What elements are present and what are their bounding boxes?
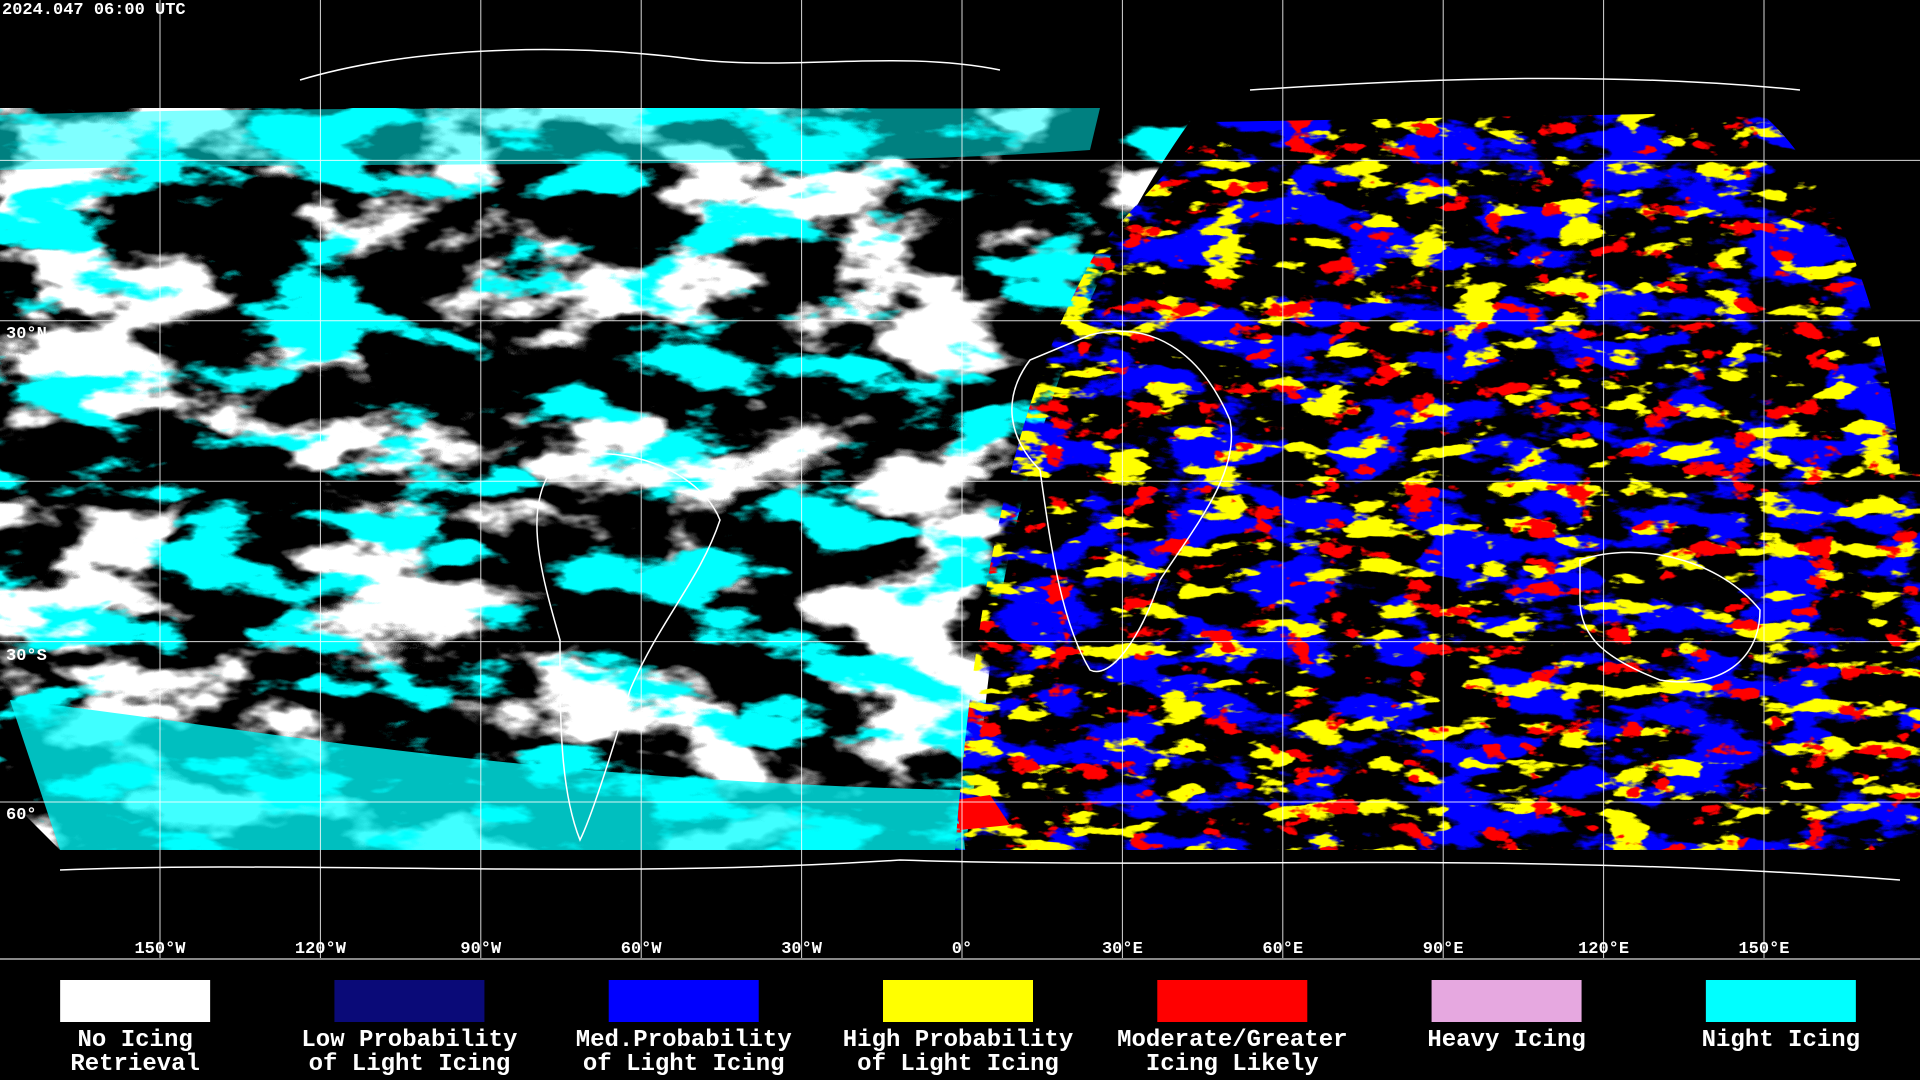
legend-swatch (608, 980, 759, 1022)
latitude-label: 30°S (6, 647, 47, 666)
longitude-label: 120°W (295, 940, 347, 959)
coast-africa (1011, 330, 1233, 673)
coastlines (59, 48, 1901, 881)
legend-label: of Light Icing (583, 1051, 785, 1078)
longitude-label: 150°E (1738, 940, 1789, 959)
latitude-label: 60° (6, 806, 37, 825)
legend-swatch (1431, 980, 1582, 1022)
legend-label: of Light Icing (309, 1051, 511, 1078)
legend-label: of Light Icing (857, 1051, 1059, 1078)
legend-label: Moderate/Greater (1117, 1027, 1347, 1054)
longitude-label: 30°E (1102, 940, 1143, 959)
legend-label: Heavy Icing (1427, 1027, 1585, 1054)
legend-swatch (883, 980, 1033, 1022)
axis-labels: 150°W 120°W 90°W 60°W 30°W 0° 30°E 60°E 90°E 120°… (6, 325, 1790, 959)
red-patch (955, 795, 1010, 830)
night-clouds (0, 108, 1200, 850)
legend-swatch (334, 980, 485, 1022)
coast-antarctica (59, 859, 1901, 881)
legend-label: Night Icing (1702, 1027, 1860, 1054)
longitude-label: 60°E (1262, 940, 1303, 959)
coast-arctic (299, 48, 1801, 91)
legend-label: No Icing (78, 1027, 193, 1054)
legend-label: Low Probability (301, 1027, 517, 1054)
longitude-label: 90°E (1423, 940, 1464, 959)
legend-swatch (1157, 980, 1308, 1022)
longitude-label: 30°W (781, 940, 823, 959)
longitude-label: 0° (952, 940, 972, 959)
map-border (0, 958, 1920, 960)
graticule (0, 0, 1920, 958)
longitude-label: 90°W (460, 940, 502, 959)
legend-swatch (1705, 980, 1856, 1022)
legend-label: Icing Likely (1146, 1051, 1319, 1078)
coast-south-america (536, 453, 721, 842)
legend-label: Med.Probability (576, 1027, 792, 1054)
cyan-band (10, 700, 965, 850)
longitude-label: 60°W (621, 940, 663, 959)
legend-label: Retrieval (70, 1051, 200, 1078)
timestamp: 2024.047 06:00 UTC (2, 1, 186, 20)
latitude-label: 30°N (6, 325, 47, 344)
cyan-band (0, 108, 1100, 170)
legend-swatch (60, 980, 211, 1022)
longitude-label: 120°E (1578, 940, 1629, 959)
coast-australia (1579, 551, 1761, 683)
legend-label: High Probability (843, 1027, 1073, 1054)
longitude-label: 150°W (134, 940, 186, 959)
